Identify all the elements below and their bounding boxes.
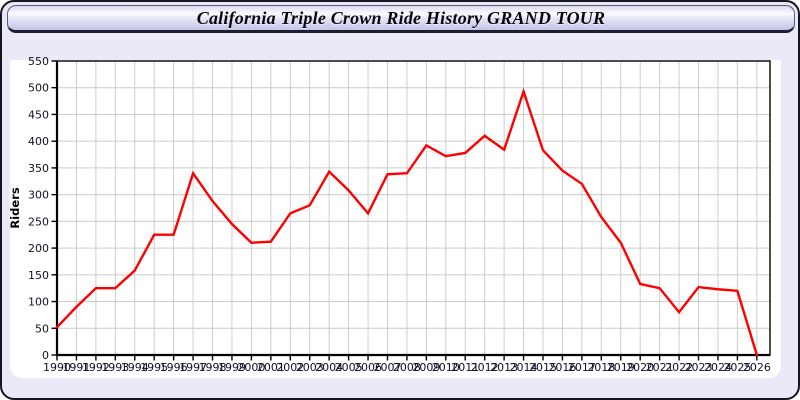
x-tick-label: 1992 [82,361,110,374]
x-tick-label: 2016 [548,361,576,374]
x-tick-label: 2004 [315,361,343,374]
chart-title-bar: California Triple Crown Ride History GRA… [7,5,795,33]
x-tick-label: 2014 [510,361,538,374]
x-tick-label: 1991 [62,361,90,374]
tick-marks [51,60,758,361]
x-tick-label: 2007 [373,361,401,374]
grid-lines [57,61,770,355]
y-tick-label: 500 [28,82,49,95]
y-tick-label: 350 [28,162,49,175]
x-tick-label: 2013 [490,361,518,374]
x-tick-label: 2008 [393,361,421,374]
x-tick-label: 1997 [179,361,207,374]
x-tick-label: 2003 [296,361,324,374]
x-tick-label: 2020 [626,361,654,374]
x-tick-label: 2017 [568,361,596,374]
x-tick-label: 1990 [43,361,71,374]
riders-series-line [55,87,759,357]
plot-area [57,61,770,355]
x-tick-label: 2023 [685,361,713,374]
x-tick-label: 2019 [607,361,635,374]
x-tick-label: 1999 [218,361,246,374]
y-tick-label: 450 [28,108,49,121]
x-tick-label: 2011 [451,361,479,374]
y-axis-title: Riders [8,187,22,229]
x-tick-label: 2009 [412,361,440,374]
x-tick-label: 2015 [529,361,557,374]
x-tick-label: 1998 [199,361,227,374]
y-tick-label: 100 [28,296,49,309]
x-tick-label: 2022 [665,361,693,374]
x-tick-label: 1996 [160,361,188,374]
x-tick-label: 1995 [140,361,168,374]
x-tick-label: 2024 [704,361,732,374]
x-tick-label: 2012 [471,361,499,374]
y-tick-label: 300 [28,189,49,202]
y-tick-label: 400 [28,135,49,148]
y-tick-label: 150 [28,269,49,282]
x-tick-label: 2018 [587,361,615,374]
x-tick-label: 1994 [121,361,149,374]
x-tick-label: 2025 [723,361,751,374]
y-tick-label: 200 [28,242,49,255]
chart-title: California Triple Crown Ride History GRA… [196,7,606,28]
x-tick-label: 2000 [237,361,265,374]
y-axis-labels: 0 50 100 150 200 250 300 350 400 450 500 550 [28,55,49,362]
x-tick-label: 1993 [101,361,129,374]
x-axis-labels: 1990199119921993199419951996199719981999… [43,361,771,374]
x-tick-label: 2001 [257,361,285,374]
y-tick-label: 50 [35,322,49,335]
x-tick-label: 2021 [646,361,674,374]
x-tick-label: 2006 [354,361,382,374]
x-tick-label: 2010 [432,361,460,374]
y-tick-label: 550 [28,55,49,68]
x-tick-label: 2005 [335,361,363,374]
y-tick-label: 0 [42,349,49,362]
y-tick-label: 250 [28,215,49,228]
x-tick-label: 2026 [743,361,771,374]
x-tick-label: 2002 [276,361,304,374]
